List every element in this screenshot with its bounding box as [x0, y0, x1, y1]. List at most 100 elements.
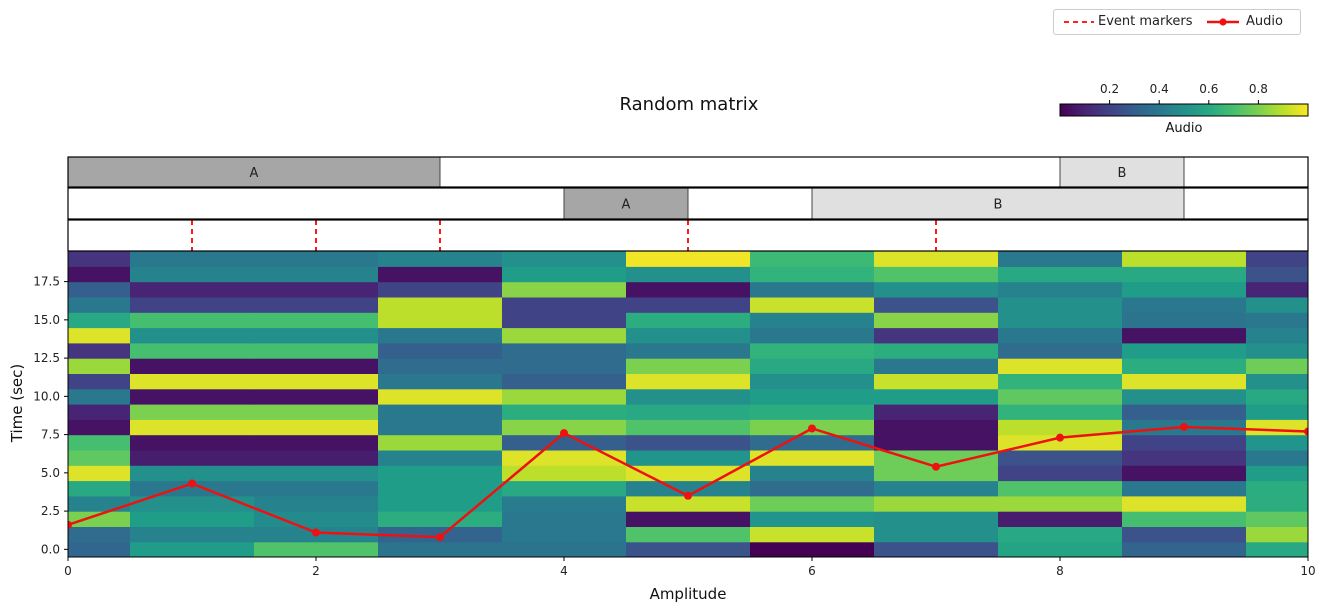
segment-bar — [67, 156, 441, 188]
x-tick-label: 0 — [64, 564, 72, 578]
heatmap-cell — [874, 404, 999, 420]
heatmap-cell — [130, 373, 255, 390]
segment-track-frame — [67, 156, 1309, 188]
heatmap-cell — [254, 434, 379, 451]
heatmap-cell — [254, 465, 379, 482]
heatmap-cell — [874, 526, 999, 543]
heatmap-cell — [874, 495, 999, 512]
heatmap-cell — [874, 312, 999, 329]
heatmap-cell — [1246, 266, 1308, 283]
heatmap-cell — [68, 480, 131, 497]
heatmap-cell — [998, 373, 1123, 390]
heatmap-cell — [378, 373, 503, 390]
heatmap-cell — [1246, 281, 1308, 298]
heatmap-cell — [68, 281, 131, 298]
heatmap-cell — [502, 312, 627, 329]
heatmap-cell — [68, 358, 131, 374]
colorbar-tick-label: 0.2 — [1100, 82, 1119, 96]
heatmap-cell — [254, 541, 379, 557]
heatmap-cell — [1122, 404, 1247, 420]
heatmap-cell — [130, 266, 255, 283]
segment-track-frame — [67, 187, 1309, 220]
heatmap-cell — [254, 388, 379, 405]
heatmap-cell — [378, 495, 503, 512]
heatmap-cell — [378, 281, 503, 298]
chart-title: Random matrix — [619, 94, 759, 115]
audio-point — [808, 424, 816, 433]
heatmap-cell — [130, 342, 255, 359]
heatmap-cell — [626, 312, 751, 329]
heatmap-cell — [68, 495, 131, 512]
heatmap-cell — [1246, 342, 1308, 359]
heatmap-cell — [254, 327, 379, 344]
segment-label: A — [250, 166, 259, 181]
heatmap-cell — [1246, 312, 1308, 329]
legend-label-audio: Audio — [1246, 14, 1283, 29]
heatmap-cell — [750, 388, 875, 405]
heatmap-cell — [378, 541, 503, 557]
y-tick-label: 15.0 — [33, 313, 60, 327]
heatmap-cell — [502, 511, 627, 527]
heatmap-cell — [502, 419, 627, 436]
heatmap-cell — [626, 327, 751, 344]
heatmap-cell — [750, 449, 875, 466]
heatmap-cell — [1122, 312, 1247, 329]
heatmap-cell — [130, 327, 255, 344]
heatmap-cell — [254, 251, 379, 267]
heatmap-cell — [750, 281, 875, 298]
heatmap-cell — [130, 404, 255, 420]
heatmap-cell — [626, 449, 751, 466]
heatmap-cell — [874, 296, 999, 313]
heatmap-cell — [502, 526, 627, 543]
colorbar-tick-label: 0.8 — [1249, 82, 1268, 96]
heatmap-cell — [1122, 251, 1247, 267]
heatmap-cell — [68, 404, 131, 420]
heatmap-cell — [1246, 541, 1308, 557]
heatmap-cell — [1122, 266, 1247, 283]
heatmap-cell — [874, 327, 999, 344]
heatmap-cell — [998, 541, 1123, 557]
heatmap-cell — [874, 358, 999, 374]
heatmap-cell — [502, 251, 627, 267]
heatmap-cell — [1122, 511, 1247, 527]
heatmap-cell — [998, 449, 1123, 466]
heatmap-cell — [254, 373, 379, 390]
heatmap-cell — [502, 296, 627, 313]
heatmap-cell — [750, 373, 875, 390]
heatmap-cell — [998, 281, 1123, 298]
x-tick-label: 8 — [1056, 564, 1064, 578]
heatmap-cell — [750, 342, 875, 359]
heatmap-cell — [130, 495, 255, 512]
heatmap-cell — [750, 511, 875, 527]
heatmap-cell — [750, 327, 875, 344]
heatmap-cell — [254, 495, 379, 512]
heatmap-cell — [750, 495, 875, 512]
heatmap-cell — [130, 358, 255, 374]
heatmap-cell — [626, 373, 751, 390]
heatmap-cell — [1246, 449, 1308, 466]
segment-label: A — [622, 198, 631, 213]
audio-legend-swatch — [1207, 18, 1239, 26]
heatmap-cell — [1122, 480, 1247, 497]
heatmap-cell — [378, 480, 503, 497]
heatmap-cell — [626, 342, 751, 359]
x-tick-label: 6 — [808, 564, 816, 578]
heatmap-cell — [998, 495, 1123, 512]
heatmap-cell — [1246, 388, 1308, 405]
heatmap-cell — [750, 526, 875, 543]
heatmap-cell — [626, 465, 751, 482]
y-tick-label: 12.5 — [33, 351, 60, 365]
heatmap-cell — [502, 404, 627, 420]
heatmap-cell — [502, 373, 627, 390]
heatmap-cell — [626, 388, 751, 405]
heatmap-cell — [874, 266, 999, 283]
audio-point — [1180, 422, 1188, 431]
heatmap-cell — [68, 251, 131, 267]
heatmap-cell — [378, 404, 503, 420]
audio-point — [1304, 427, 1308, 436]
audio-point — [68, 520, 72, 529]
heatmap-cell — [874, 281, 999, 298]
heatmap-cell — [1246, 327, 1308, 344]
audio-point — [312, 528, 320, 537]
